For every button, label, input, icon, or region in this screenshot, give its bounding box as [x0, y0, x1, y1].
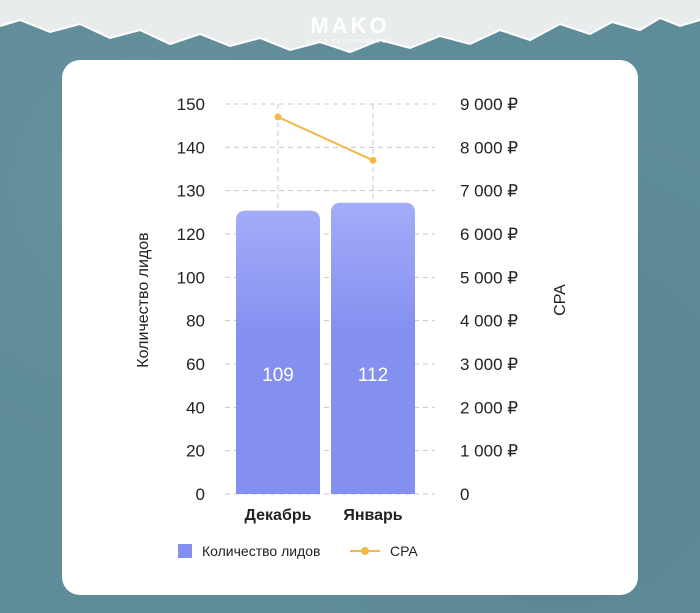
cpa-point-Январь [369, 156, 377, 164]
line-layer [274, 113, 377, 164]
y-tick-label-right: 9 000 ₽ [460, 95, 518, 114]
y-tick-label-right: 4 000 ₽ [460, 312, 518, 331]
y-tick-label-left: 20 [186, 442, 205, 461]
y-tick-label-right: 2 000 ₽ [460, 398, 518, 417]
y-tick-label-right: 6 000 ₽ [460, 225, 518, 244]
legend-bar-swatch [178, 544, 192, 558]
y-tick-label-right: 5 000 ₽ [460, 268, 518, 287]
brand-logo: MAKO DEEP PERFORMANCE [0, 14, 700, 46]
torn-paper-header [0, 0, 700, 54]
legend-label-cpa: CPA [390, 543, 418, 559]
y-tick-label-left: 100 [177, 268, 205, 287]
y-tick-label-left: 80 [186, 312, 205, 331]
bar-value-label: 112 [358, 365, 388, 386]
y-tick-label-left: 140 [177, 138, 205, 157]
y-axis-label-right: CPA [552, 284, 569, 316]
bar-value-label: 109 [262, 365, 294, 386]
y-tick-label-left: 0 [196, 485, 205, 504]
legend: Количество лидов CPA [0, 540, 700, 562]
y-tick-label-right: 3 000 ₽ [460, 355, 518, 374]
bars-layer: 109 112 [236, 202, 415, 495]
cpa-point-Декабрь [274, 113, 282, 121]
y-tick-label-right: 8 000 ₽ [460, 138, 518, 157]
y-tick-label-left: 40 [186, 398, 205, 417]
x-tick-label: Декабрь [245, 507, 312, 524]
bar-Декабрь [236, 210, 320, 494]
y-axis-label-left: Количество лидов [135, 232, 152, 367]
y-tick-label-left: 120 [177, 225, 205, 244]
legend-item-cpa: CPA [350, 540, 418, 562]
ticks-layer: 0 0 20 1 000 ₽ 40 2 000 ₽ 60 3 000 ₽ 80 4 000 ₽ 10… [177, 95, 519, 524]
brand-tagline: DEEP PERFORMANCE [307, 39, 393, 45]
y-tick-label-left: 150 [177, 95, 205, 114]
y-tick-label-right: 7 000 ₽ [460, 182, 518, 201]
y-tick-label-right: 0 [460, 485, 469, 504]
y-tick-label-left: 60 [186, 355, 205, 374]
cpa-line [277, 116, 374, 162]
legend-line-swatch [350, 544, 380, 558]
legend-item-leads: Количество лидов [178, 540, 320, 562]
brand-name: MAKO [310, 13, 390, 38]
legend-label-leads: Количество лидов [202, 543, 321, 559]
bar-Январь [331, 202, 415, 495]
y-tick-label-right: 1 000 ₽ [460, 442, 518, 461]
x-tick-label: Январь [343, 507, 402, 524]
y-tick-label-left: 130 [177, 182, 205, 201]
